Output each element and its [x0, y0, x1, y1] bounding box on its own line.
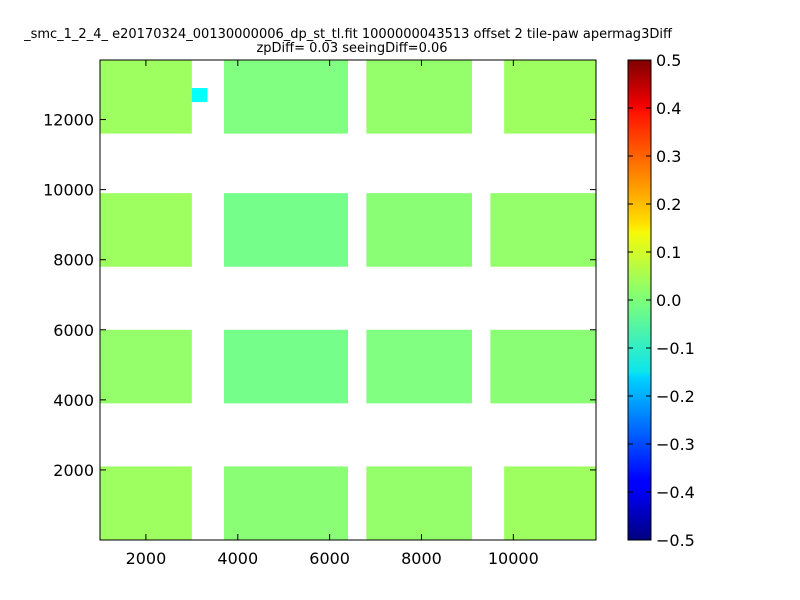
- heatmap-cell-1: [191, 88, 208, 103]
- y-axis: 2000 4000 6000 8000 10000 12000: [43, 111, 596, 480]
- colorbar-axis: −0.5 −0.4 −0.3 −0.2 −0.1 0.0 0.1 0.2 0.3 0.4 0.5: [628, 51, 695, 550]
- heatmap-cell-0: [100, 60, 192, 134]
- colorbar-tick-label: 0.4: [656, 99, 681, 118]
- y-tick-label: 2000: [53, 461, 94, 480]
- heatmap-cell-3: [366, 60, 472, 134]
- x-axis: 2000 4000 6000 8000 10000: [126, 60, 539, 568]
- heatmap-cell-5: [100, 193, 192, 267]
- x-tick-label: 2000: [126, 549, 167, 568]
- colorbar-tick-label: 0.0: [656, 291, 681, 310]
- colorbar-tick-label: 0.5: [656, 51, 681, 70]
- heatmap-cell-10: [224, 329, 348, 404]
- heatmap-cell-14: [224, 466, 348, 540]
- chart-title-line-2: zpDiff= 0.03 seeingDiff=0.06: [256, 41, 447, 56]
- heatmap-cell-9: [100, 329, 192, 404]
- heatmap-cell-4: [504, 60, 596, 134]
- heatmap-cell-7: [366, 193, 472, 267]
- heatmap-cell-6: [224, 193, 348, 267]
- heatmap-cell-11: [366, 329, 472, 404]
- x-tick-label: 6000: [309, 549, 350, 568]
- heatmap-cells: [100, 60, 596, 540]
- heatmap-cell-2: [224, 60, 348, 134]
- colorbar-tick-label: 0.3: [656, 147, 681, 166]
- colorbar-tick-label: −0.5: [656, 531, 695, 550]
- y-tick-label: 4000: [53, 391, 94, 410]
- y-tick-label: 6000: [53, 321, 94, 340]
- heatmap-cell-16: [504, 466, 596, 540]
- heatmap-cell-8: [490, 193, 596, 267]
- x-tick-label: 8000: [401, 549, 442, 568]
- y-tick-label: 12000: [43, 111, 94, 130]
- x-tick-label: 10000: [488, 549, 539, 568]
- colorbar-tick-label: 0.1: [656, 243, 681, 262]
- colorbar-tick-label: −0.4: [656, 483, 695, 502]
- x-tick-label: 4000: [217, 549, 258, 568]
- heatmap-cell-13: [100, 466, 192, 540]
- plot-frame: [99, 59, 597, 541]
- chart-title-line-1: _smc_1_2_4_ e20170324_00130000006_dp_st_…: [23, 27, 673, 42]
- colorbar-tick-label: 0.2: [656, 195, 681, 214]
- heatmap-cell-12: [490, 329, 596, 404]
- colorbar-tick-label: −0.1: [656, 339, 695, 358]
- heatmap-cell-15: [366, 466, 472, 540]
- colorbar-tick-label: −0.2: [656, 387, 695, 406]
- colorbar-tick-label: −0.3: [656, 435, 695, 454]
- y-tick-label: 10000: [43, 181, 94, 200]
- y-tick-label: 8000: [53, 251, 94, 270]
